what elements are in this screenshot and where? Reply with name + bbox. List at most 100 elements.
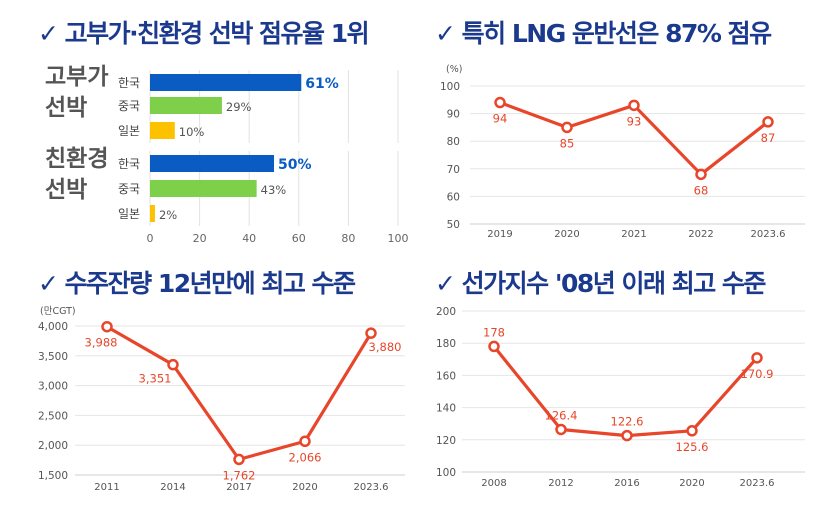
series-line — [106, 325, 373, 461]
y-tick-label: 60 — [447, 191, 460, 203]
x-tick-label: 2012 — [548, 478, 573, 489]
data-label: 87 — [761, 131, 776, 145]
chart-title-price-index: ✓ 선가지수 '08년 이래 최고 수준 — [435, 269, 766, 298]
data-point — [555, 423, 567, 436]
group-label: 친환경 — [45, 146, 108, 172]
data-point — [751, 352, 763, 364]
data-label: 43% — [261, 183, 287, 197]
y-tick-label: 3,000 — [38, 381, 68, 393]
data-label: 170.9 — [741, 367, 774, 381]
data-point — [561, 121, 573, 134]
x-tick-label: 2017 — [226, 482, 251, 493]
data-label: 85 — [560, 136, 575, 150]
y-tick-label: 2,500 — [38, 410, 68, 422]
x-tick-label: 2020 — [679, 478, 704, 489]
x-tick-label: 40 — [242, 232, 256, 245]
category-label: 중국 — [118, 99, 140, 113]
x-tick-label: 2023.6 — [740, 478, 775, 489]
y-tick-label: 80 — [447, 136, 460, 148]
category-label: 일본 — [118, 124, 140, 138]
y-tick-label: 1,500 — [38, 470, 68, 482]
data-label: 3,880 — [369, 340, 402, 354]
y-tick-label: 4,000 — [38, 321, 68, 333]
y-tick-label: 90 — [447, 109, 460, 121]
unit-label: (%) — [446, 64, 462, 75]
y-tick-label: 140 — [436, 403, 456, 415]
data-point — [233, 453, 245, 466]
data-point — [686, 425, 698, 437]
category-label: 한국 — [118, 157, 140, 171]
group-label: 선박 — [45, 177, 87, 203]
data-label: 10% — [179, 125, 205, 139]
data-label: 2,066 — [289, 450, 322, 464]
y-tick-label: 50 — [447, 219, 460, 231]
data-point — [365, 327, 377, 339]
x-tick-label: 2023.6 — [354, 482, 389, 493]
data-point — [101, 320, 113, 333]
y-tick-label: 2,000 — [38, 440, 68, 452]
group-label: 선박 — [45, 95, 87, 121]
data-point — [695, 168, 707, 181]
data-label: 178 — [483, 325, 505, 339]
data-point — [494, 96, 506, 109]
category-label: 일본 — [118, 207, 140, 221]
y-tick-label: 200 — [436, 306, 456, 318]
x-tick-label: 2021 — [621, 229, 646, 240]
data-label: 29% — [226, 100, 252, 114]
chart-title-market-share: ✓ 고부가·친환경 선박 점유율 1위 — [38, 19, 370, 48]
x-tick-label: 0 — [147, 232, 154, 245]
y-tick-label: 100 — [436, 467, 456, 479]
data-label: 1,762 — [223, 468, 256, 482]
x-tick-label: 2014 — [160, 482, 185, 493]
data-label: 3,988 — [85, 336, 118, 350]
data-point — [299, 435, 311, 448]
data-label: 68 — [694, 183, 709, 197]
data-point — [488, 340, 500, 353]
x-tick-label: 2023.6 — [751, 229, 786, 240]
data-label: 61% — [305, 76, 339, 92]
data-label: 122.6 — [611, 415, 644, 429]
bar — [150, 74, 302, 91]
x-tick-label: 100 — [388, 232, 409, 245]
x-tick-label: 2020 — [554, 229, 579, 240]
data-label: 2% — [159, 208, 177, 222]
data-label: 126.4 — [545, 408, 578, 422]
x-tick-label: 2022 — [688, 229, 713, 240]
data-point — [621, 429, 633, 442]
data-label: 93 — [627, 114, 642, 128]
data-point — [167, 358, 179, 371]
x-tick-label: 2016 — [614, 478, 639, 489]
data-label: 3,351 — [139, 372, 172, 386]
y-tick-label: 70 — [447, 164, 460, 176]
bar — [150, 180, 257, 197]
data-label: 125.6 — [676, 440, 709, 454]
y-tick-label: 100 — [440, 81, 460, 93]
category-label: 중국 — [118, 182, 140, 196]
x-tick-label: 2011 — [94, 482, 119, 493]
data-label: 50% — [278, 157, 312, 173]
data-point — [628, 99, 640, 112]
chart-title-lng: ✓ 특히 LNG 운반선은 87% 점유 — [435, 19, 772, 48]
x-tick-label: 60 — [292, 232, 306, 245]
x-tick-label: 2019 — [487, 229, 512, 240]
y-tick-label: 160 — [436, 370, 456, 382]
y-tick-label: 120 — [436, 435, 456, 447]
x-tick-label: 80 — [341, 232, 355, 245]
data-label: 94 — [493, 112, 508, 126]
chart-title-backlog: ✓ 수주잔량 12년만에 최고 수준 — [38, 269, 356, 298]
bar — [150, 97, 222, 114]
bar — [150, 155, 274, 172]
unit-label: (만CGT) — [40, 306, 76, 317]
y-tick-label: 3,500 — [38, 351, 68, 363]
y-tick-label: 180 — [436, 338, 456, 350]
x-tick-label: 2020 — [292, 482, 317, 493]
bar — [150, 122, 175, 139]
x-tick-label: 20 — [193, 232, 207, 245]
x-tick-label: 2008 — [481, 478, 506, 489]
data-point — [762, 116, 774, 128]
category-label: 한국 — [118, 76, 140, 90]
bar — [150, 205, 155, 222]
group-label: 고부가 — [45, 64, 108, 90]
